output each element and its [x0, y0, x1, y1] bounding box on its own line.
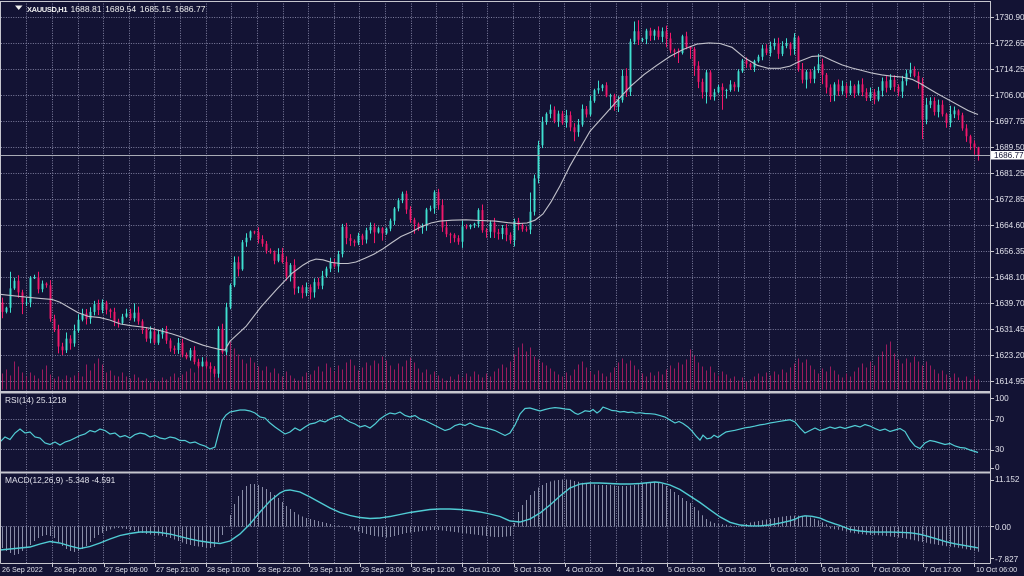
svg-text:1681.25: 1681.25 [995, 169, 1024, 178]
svg-text:11.152: 11.152 [995, 475, 1020, 484]
svg-text:RSI(14) 25.1218: RSI(14) 25.1218 [5, 395, 67, 405]
svg-text:1656.35: 1656.35 [995, 247, 1024, 256]
svg-text:1697.75: 1697.75 [995, 117, 1024, 126]
svg-text:29 Sep 23:00: 29 Sep 23:00 [361, 565, 404, 574]
svg-text:1614.95: 1614.95 [995, 377, 1024, 386]
svg-text:29 Sep 11:00: 29 Sep 11:00 [310, 565, 352, 574]
svg-text:0.00: 0.00 [995, 523, 1011, 532]
svg-text:1623.20: 1623.20 [995, 351, 1024, 360]
svg-text:28 Sep 22:00: 28 Sep 22:00 [258, 565, 301, 574]
svg-text:0: 0 [995, 463, 1000, 472]
svg-text:1722.65: 1722.65 [995, 39, 1024, 48]
svg-text:1730.90: 1730.90 [995, 13, 1024, 22]
svg-text:6 Oct 16:00: 6 Oct 16:00 [822, 565, 859, 574]
svg-text:1648.10: 1648.10 [995, 273, 1024, 282]
svg-text:100: 100 [995, 394, 1009, 403]
svg-text:6 Oct 04:00: 6 Oct 04:00 [771, 565, 808, 574]
svg-text:4 Oct 02:00: 4 Oct 02:00 [566, 565, 603, 574]
svg-text:1672.85: 1672.85 [995, 195, 1024, 204]
svg-text:1639.70: 1639.70 [995, 299, 1024, 308]
svg-text:30: 30 [995, 445, 1005, 454]
svg-text:-7.827: -7.827 [995, 555, 1019, 564]
svg-text:1689.50: 1689.50 [995, 143, 1024, 152]
svg-text:28 Sep 10:00: 28 Sep 10:00 [207, 565, 250, 574]
svg-text:3 Oct 13:00: 3 Oct 13:00 [514, 565, 551, 574]
svg-text:1686.77: 1686.77 [994, 151, 1024, 160]
svg-text:10 Oct 06:00: 10 Oct 06:00 [976, 565, 1017, 574]
svg-text:27 Sep 21:00: 27 Sep 21:00 [156, 565, 199, 574]
svg-text:1664.60: 1664.60 [995, 221, 1024, 230]
svg-text:3 Oct 01:00: 3 Oct 01:00 [463, 565, 500, 574]
svg-text:26 Sep 20:00: 26 Sep 20:00 [54, 565, 97, 574]
svg-text:1631.45: 1631.45 [995, 325, 1024, 334]
svg-text:XAUUSD,H1: XAUUSD,H1 [27, 5, 67, 14]
svg-text:30 Sep 12:00: 30 Sep 12:00 [412, 565, 455, 574]
svg-text:4 Oct 14:00: 4 Oct 14:00 [617, 565, 654, 574]
svg-text:1714.25: 1714.25 [995, 65, 1024, 74]
svg-text:7 Oct 17:00: 7 Oct 17:00 [924, 565, 961, 574]
svg-text:27 Sep 09:00: 27 Sep 09:00 [105, 565, 148, 574]
svg-text:5 Oct 03:00: 5 Oct 03:00 [668, 565, 705, 574]
svg-text:70: 70 [995, 415, 1005, 424]
svg-text:MACD(12,26,9) -5.348 -4.591: MACD(12,26,9) -5.348 -4.591 [5, 475, 116, 485]
svg-text:1688.81 1689.54 1685.15 1686.7: 1688.81 1689.54 1685.15 1686.77 [71, 4, 206, 14]
svg-text:7 Oct 05:00: 7 Oct 05:00 [873, 565, 910, 574]
svg-text:26 Sep 2022: 26 Sep 2022 [2, 565, 43, 574]
svg-text:5 Oct 15:00: 5 Oct 15:00 [719, 565, 756, 574]
svg-text:1706.00: 1706.00 [995, 91, 1024, 100]
